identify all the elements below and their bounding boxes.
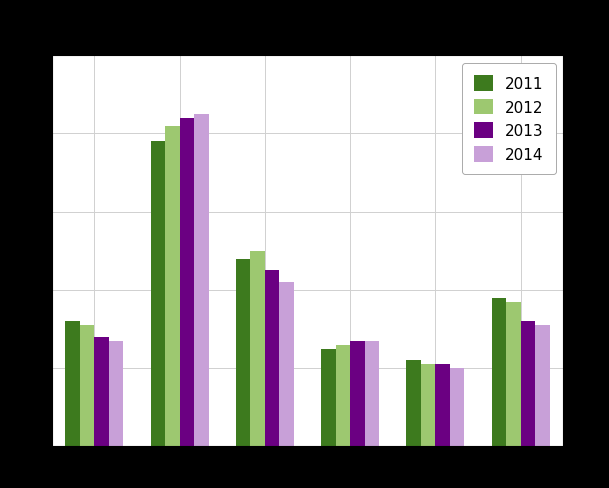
Bar bbox=[506, 302, 521, 447]
Bar bbox=[450, 368, 465, 447]
Legend: 2011, 2012, 2013, 2014: 2011, 2012, 2013, 2014 bbox=[462, 64, 555, 175]
Bar bbox=[521, 322, 535, 447]
Bar bbox=[94, 337, 109, 447]
Bar bbox=[265, 271, 280, 447]
Bar bbox=[336, 345, 350, 447]
Bar bbox=[80, 325, 94, 447]
Bar bbox=[365, 341, 379, 447]
Bar bbox=[236, 259, 250, 447]
Bar bbox=[421, 365, 435, 447]
Bar bbox=[194, 115, 209, 447]
Bar bbox=[65, 322, 80, 447]
Bar bbox=[491, 298, 506, 447]
Bar bbox=[109, 341, 124, 447]
Bar bbox=[150, 142, 165, 447]
Bar bbox=[280, 283, 294, 447]
Bar bbox=[250, 251, 265, 447]
Bar bbox=[350, 341, 365, 447]
Bar bbox=[535, 325, 550, 447]
Bar bbox=[435, 365, 450, 447]
Bar bbox=[180, 119, 194, 447]
Bar bbox=[406, 361, 421, 447]
Bar bbox=[165, 126, 180, 447]
Bar bbox=[321, 349, 336, 447]
